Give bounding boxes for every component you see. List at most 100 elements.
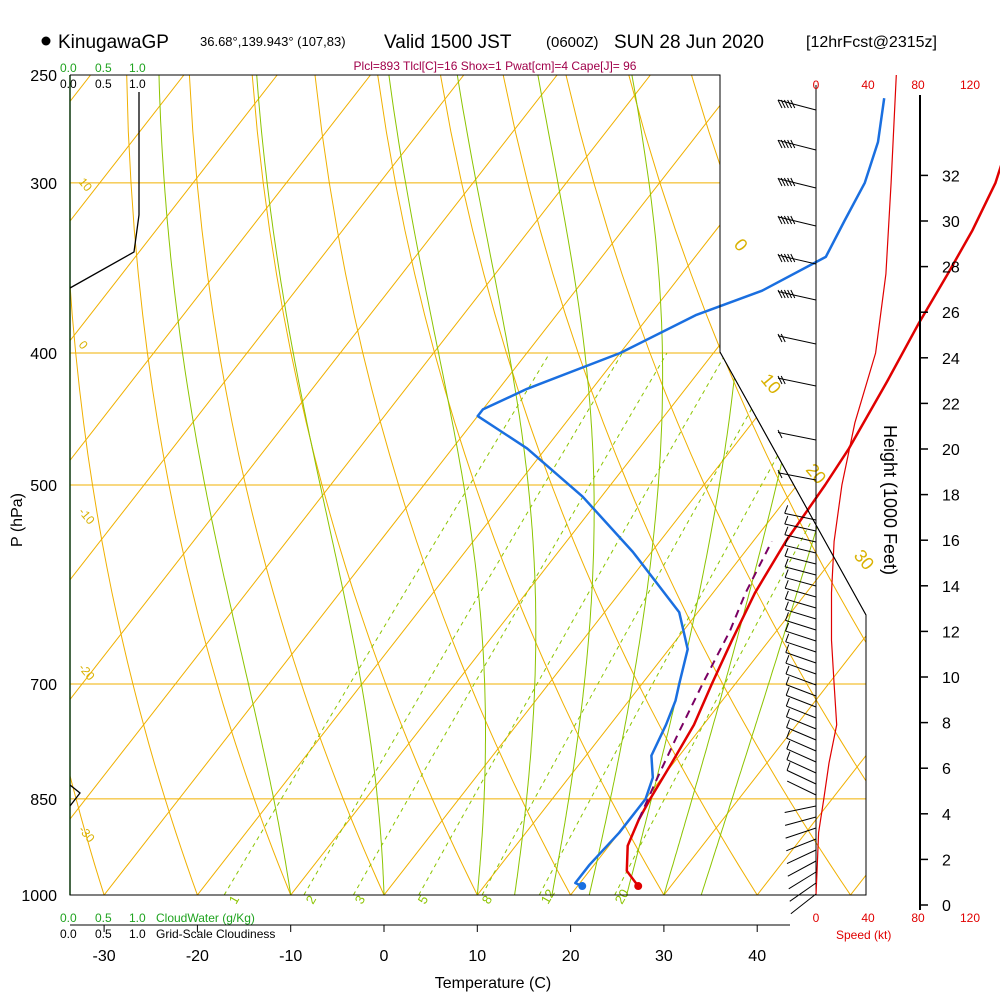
- height-tick-label: 30: [942, 214, 960, 231]
- height-tick-label: 6: [942, 761, 951, 778]
- isotherm-label: -10: [76, 505, 98, 528]
- wind-barb: [785, 580, 816, 597]
- height-tick-label: 10: [942, 670, 960, 687]
- station-coords: 36.68°,139.943° (107,83): [200, 34, 346, 49]
- wind-barb: [778, 140, 816, 150]
- cloudiness-top-tick: 1.0: [129, 77, 146, 91]
- height-tick-label: 24: [942, 351, 960, 368]
- temperature-tick-label: -10: [279, 948, 302, 965]
- wind-barb: [787, 762, 816, 784]
- isotherm-label: 10: [76, 175, 96, 194]
- wind-barb: [785, 570, 816, 586]
- speed-bottom-tick: 0: [813, 911, 820, 925]
- height-tick-label: 14: [942, 579, 960, 596]
- cloudiness-label: Grid-Scale Cloudiness: [156, 927, 275, 941]
- mixing-ratio-line: [353, 353, 667, 895]
- temperature-tick-label: -20: [186, 948, 209, 965]
- wind-barb: [786, 839, 816, 851]
- temperature-tick-label: 10: [468, 948, 486, 965]
- speed-bottom-tick: 40: [861, 911, 875, 925]
- dry-adiabat-line: [0, 75, 11, 895]
- isotherm-label: -30: [76, 823, 98, 846]
- isotherm-label: 0: [76, 338, 91, 352]
- wind-barb: [778, 178, 816, 188]
- utc-time: (0600Z): [546, 34, 599, 51]
- cloudwater-label: CloudWater (g/Kg): [156, 911, 255, 925]
- wind-barb: [788, 861, 816, 876]
- pressure-tick-label: 400: [30, 346, 57, 363]
- cloudwater-bottom-tick: 0.0: [60, 911, 77, 925]
- speed-top-tick: 0: [813, 78, 820, 92]
- cloudwater-bottom-tick: 1.0: [129, 911, 146, 925]
- mixing-ratio-label: 12: [538, 886, 558, 906]
- height-tick-label: 26: [942, 305, 960, 322]
- wind-barb: [778, 290, 816, 300]
- dry-adiabat-line: [943, 75, 1000, 895]
- height-tick-label: 18: [942, 488, 960, 505]
- cloudwater-top-tick: 0.0: [60, 61, 77, 75]
- wind-barb: [785, 806, 816, 813]
- dewpoint-surface-point: [578, 882, 586, 890]
- temperature-surface-point: [634, 882, 642, 890]
- speed-bottom-tick: 120: [960, 911, 980, 925]
- mixing-ratio-line: [224, 353, 550, 895]
- temperature-tick-label: 30: [655, 948, 673, 965]
- height-tick-label: 16: [942, 533, 960, 550]
- height-tick-label: 8: [942, 716, 951, 733]
- x-axis-label: Temperature (C): [435, 975, 551, 992]
- isotherm-label: 10: [757, 370, 785, 398]
- temperature-tick-label: 0: [380, 948, 389, 965]
- cloudwater-top-tick: 1.0: [129, 61, 146, 75]
- wind-barb: [785, 505, 816, 520]
- mixing-ratio-line: [419, 353, 726, 895]
- mixing-ratio-line: [539, 353, 834, 895]
- isotherm-label: -20: [76, 661, 98, 684]
- cloudiness-bottom-tick: 0.0: [60, 927, 77, 941]
- height-tick-label: 12: [942, 624, 960, 641]
- cloudwater-bottom-tick: 0.5: [95, 911, 112, 925]
- height-tick-label: 4: [942, 807, 951, 824]
- dewpoint-line: [478, 98, 885, 886]
- wind-barb: [778, 216, 816, 226]
- cloudiness-top-tick: 0.0: [60, 77, 77, 91]
- height-tick-label: 20: [942, 442, 960, 459]
- speed-axis-label: Speed (kt): [836, 928, 891, 942]
- valid-time: Valid 1500 JST: [384, 32, 512, 53]
- height-tick-label: 32: [942, 168, 960, 185]
- pressure-tick-label: 850: [30, 792, 57, 809]
- cloudiness-profile: [70, 92, 139, 288]
- height-tick-label: 22: [942, 396, 960, 413]
- wind-barb: [778, 100, 816, 110]
- wind-barb: [778, 334, 816, 344]
- wind-barb: [786, 623, 816, 641]
- isotherm-line: [851, 75, 1000, 895]
- pressure-tick-label: 700: [30, 677, 57, 694]
- speed-bottom-tick: 80: [911, 911, 925, 925]
- isotherm-label: 0: [730, 235, 752, 256]
- forecast-info: [12hrFcst@2315z]: [806, 34, 937, 51]
- temperature-tick-label: 40: [748, 948, 766, 965]
- station-dot-icon: [42, 37, 51, 46]
- pressure-tick-label: 1000: [21, 888, 57, 905]
- wind-barb: [786, 828, 816, 838]
- wind-barb: [778, 430, 816, 440]
- pressure-tick-label: 250: [30, 68, 57, 85]
- temperature-tick-label: 20: [562, 948, 580, 965]
- cloudiness-top-tick: 0.5: [95, 77, 112, 91]
- wind-barb: [787, 752, 816, 773]
- y-axis-label: P (hPa): [9, 493, 26, 547]
- isotherm-label: 30: [850, 546, 878, 574]
- height-tick-label: 2: [942, 852, 951, 869]
- cloudwater-top-tick: 0.5: [95, 61, 112, 75]
- wind-barb: [778, 254, 816, 264]
- wind-barb: [787, 781, 816, 795]
- height-tick-label: 28: [942, 260, 960, 277]
- height-axis-label: Height (1000 Feet): [880, 425, 900, 575]
- indices-line: Plcl=893 Tlcl[C]=16 Shox=1 Pwat[cm]=4 Ca…: [354, 59, 637, 73]
- dry-adiabat-line: [817, 75, 1000, 895]
- mixing-ratio-line: [615, 353, 903, 895]
- mixing-ratio-label: 20: [612, 886, 632, 906]
- temperature-tick-label: -30: [93, 948, 116, 965]
